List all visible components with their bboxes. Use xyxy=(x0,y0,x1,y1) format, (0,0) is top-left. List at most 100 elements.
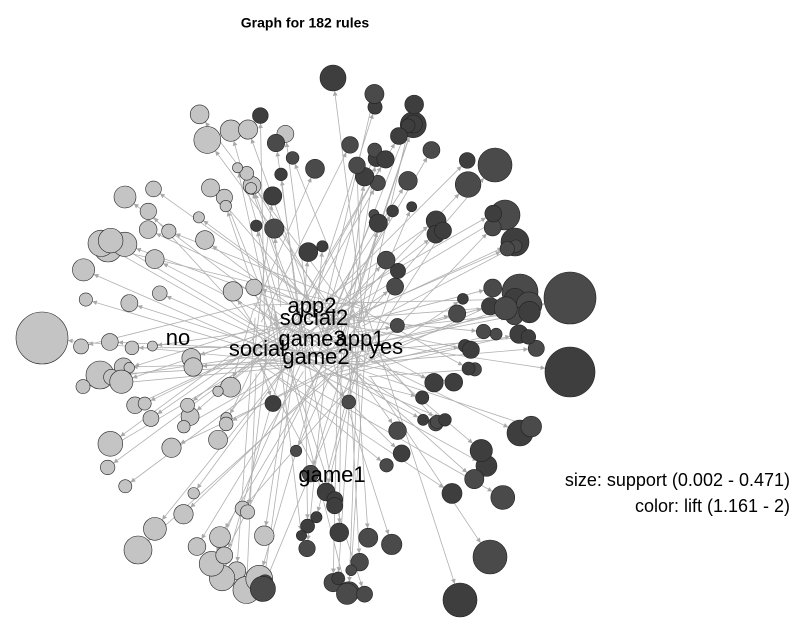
rule-node xyxy=(499,241,515,257)
edge xyxy=(259,364,332,499)
edge xyxy=(353,311,519,333)
rule-node xyxy=(305,159,325,179)
edge xyxy=(250,138,324,340)
rule-node xyxy=(386,204,399,218)
rule-node xyxy=(78,292,93,307)
edge xyxy=(298,261,310,352)
rule-node xyxy=(483,278,502,298)
rule-node xyxy=(75,379,91,394)
rule-node xyxy=(266,134,285,153)
edge xyxy=(225,314,354,529)
rule-node xyxy=(219,200,232,213)
rule-node xyxy=(118,479,133,494)
rule-node xyxy=(316,240,329,253)
rule-node xyxy=(390,262,406,279)
rule-node xyxy=(462,341,480,359)
rule-node xyxy=(364,84,385,104)
rule-node xyxy=(73,338,89,355)
edge xyxy=(354,173,363,322)
rule-node xyxy=(239,166,254,181)
rule-node xyxy=(195,230,215,250)
rule-node xyxy=(142,410,160,427)
rule-node xyxy=(348,156,366,174)
rule-node xyxy=(109,369,134,394)
rule-node xyxy=(544,346,596,398)
edge xyxy=(235,317,256,562)
rule-node xyxy=(249,575,276,602)
edge xyxy=(117,353,269,444)
rule-node xyxy=(331,571,345,586)
rule-node xyxy=(434,221,452,240)
edge xyxy=(337,305,343,524)
rule-node xyxy=(263,186,283,206)
rule-node xyxy=(381,533,403,555)
rule-node xyxy=(386,277,404,296)
rule-node xyxy=(400,118,416,133)
edge xyxy=(216,194,359,360)
rule-node xyxy=(493,296,518,321)
rule-node xyxy=(326,497,344,515)
rule-node xyxy=(472,539,508,575)
rule-node xyxy=(222,281,243,302)
rule-node xyxy=(341,136,359,154)
edge xyxy=(180,374,325,444)
rule-node xyxy=(250,219,263,232)
rule-node xyxy=(240,504,255,520)
edge xyxy=(212,245,368,365)
item-labels: app2 social2 game3 app1 social yes game2… xyxy=(166,293,403,487)
edge xyxy=(273,314,363,587)
edge xyxy=(276,377,382,462)
rule-node xyxy=(461,361,476,376)
rule-node xyxy=(290,444,303,457)
rule-node xyxy=(490,485,516,510)
rule-node xyxy=(376,250,396,270)
edge xyxy=(294,322,509,428)
rule-node xyxy=(329,522,349,543)
rule-node xyxy=(417,414,429,426)
rule-node xyxy=(379,458,394,473)
edge xyxy=(304,329,310,520)
edge xyxy=(157,319,334,347)
rule-node xyxy=(245,182,257,195)
edge xyxy=(284,289,485,342)
rule-node xyxy=(97,431,124,457)
edge xyxy=(166,295,324,365)
edge xyxy=(224,347,288,566)
edge xyxy=(256,361,444,489)
edge xyxy=(254,177,312,310)
rule-node xyxy=(454,171,482,198)
edge xyxy=(257,335,522,362)
rule-node xyxy=(336,582,359,605)
rule-node xyxy=(161,437,182,458)
rule-node xyxy=(441,483,463,504)
rule-node xyxy=(264,218,285,239)
edge xyxy=(366,237,439,351)
rule-node xyxy=(376,150,395,169)
rule-node xyxy=(208,429,228,450)
rule-node xyxy=(489,327,503,341)
edge xyxy=(232,351,360,422)
edge xyxy=(260,358,493,492)
rule-node xyxy=(444,372,463,392)
item-label: app2 xyxy=(288,293,337,318)
rule-node xyxy=(296,530,307,541)
rule-node xyxy=(100,459,116,475)
item-label: no xyxy=(166,325,190,350)
edge xyxy=(260,166,382,371)
rule-node xyxy=(232,162,243,174)
rule-node xyxy=(274,167,288,181)
edge xyxy=(362,300,456,584)
rule-node xyxy=(520,415,542,438)
rule-node xyxy=(298,242,319,262)
edge xyxy=(353,339,427,379)
edge xyxy=(253,324,546,370)
edge xyxy=(273,305,303,531)
edge xyxy=(161,339,308,521)
chart-title: Graph for 182 rules xyxy=(241,15,370,31)
edge xyxy=(298,373,332,446)
edge xyxy=(322,372,416,398)
edge xyxy=(246,303,274,505)
nodes xyxy=(15,64,597,618)
rule-node xyxy=(469,439,493,463)
